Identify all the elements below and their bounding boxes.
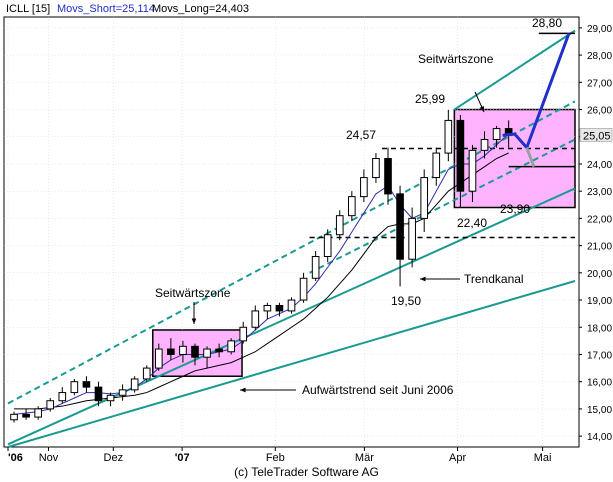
candle-body — [384, 158, 392, 195]
candle-body — [215, 348, 223, 353]
y-tick-label: 14,00 — [587, 432, 612, 443]
candle-body — [239, 326, 248, 342]
candle-body — [432, 152, 441, 179]
candle-body — [10, 413, 18, 421]
x-tick-label: Mai — [534, 452, 552, 464]
candle-body — [420, 177, 429, 219]
label-28-80: 28,80 — [532, 16, 562, 30]
candle-body — [203, 348, 211, 358]
label-seitwaertszone-2: Seitwärtszone — [418, 52, 494, 66]
label-trendkanal: Trendkanal — [464, 272, 524, 286]
candle-body — [251, 310, 260, 328]
current-price-badge — [579, 128, 613, 142]
label-aufwaertstrend: Aufwärtstrend seit Juni 2006 — [302, 383, 454, 397]
x-axis: '06 Nov Dez '07 Feb Mär Apr Mai — [7, 447, 552, 464]
candle-body — [191, 345, 199, 358]
y-tick-label: 28,00 — [587, 51, 612, 62]
candle-body — [372, 158, 380, 179]
candle-body — [275, 304, 284, 312]
lower-trend-solid — [7, 187, 576, 446]
label-25-99: 25,99 — [415, 92, 445, 106]
y-tick-label: 26,00 — [587, 106, 612, 117]
x-tick-label: Feb — [266, 452, 285, 464]
candle-body — [34, 408, 42, 418]
y-axis: 14,00 15,00 16,00 17,00 18,00 19,00 20,00 21,00… — [579, 24, 612, 443]
projection-up-path — [502, 32, 571, 151]
x-tick-label: Mär — [355, 452, 374, 464]
x-tick-label: Dez — [104, 452, 124, 464]
candle-body — [408, 217, 416, 260]
y-tick-label: 24,00 — [587, 160, 612, 171]
candle-body — [118, 389, 127, 396]
label-24-57: 24,57 — [346, 128, 376, 142]
x-tick-label: '06 — [8, 452, 23, 464]
y-tick-label: 16,00 — [587, 378, 612, 389]
candle-body — [444, 119, 453, 154]
plot-area — [3, 16, 580, 448]
candle-body — [227, 340, 235, 353]
candle-body — [179, 345, 187, 355]
annotations: Seitwärtszone Aufwärtstrend seit Juni 200… — [155, 16, 562, 397]
header-movs-long: Movs_Long=24,403 — [152, 3, 249, 15]
trend-channel-lines — [7, 29, 576, 448]
candle-body — [396, 193, 404, 260]
footer-copyright: (c) TeleTrader Software AG — [234, 465, 379, 479]
x-tick-label: Nov — [39, 452, 59, 464]
y-tick-label: 17,00 — [587, 350, 612, 361]
candle-body — [154, 348, 163, 369]
candle-body — [456, 119, 465, 192]
y-tick-label: 23,00 — [587, 187, 612, 198]
candle-body — [335, 215, 344, 236]
header-symbol: ICLL [15] — [6, 3, 50, 15]
candle-body — [167, 348, 175, 355]
y-tick-label: 21,00 — [587, 242, 612, 253]
label-22-40: 22,40 — [457, 216, 487, 230]
candle-body — [82, 381, 91, 388]
candle-body — [94, 386, 103, 402]
candle-body — [492, 128, 501, 140]
candle-body — [58, 392, 67, 402]
y-tick-label: 18,00 — [587, 323, 612, 334]
y-tick-label: 27,00 — [587, 78, 612, 89]
arrow-seitwaertszone-1-head — [191, 318, 197, 324]
arrow-trendkanal-head — [420, 276, 426, 282]
long-trend-solid — [7, 280, 576, 448]
candle-body — [299, 277, 308, 301]
y-tick-label: 19,00 — [587, 296, 612, 307]
candle-body — [22, 413, 30, 418]
candle-body — [360, 177, 368, 198]
candle-body — [263, 304, 272, 312]
upper-trend-dashed — [7, 100, 576, 405]
y-tick-label: 29,00 — [587, 24, 612, 35]
candle-body — [106, 394, 115, 402]
label-19-50: 19,50 — [391, 294, 421, 308]
projection-lines — [502, 32, 571, 168]
x-tick-label: Apr — [449, 452, 466, 464]
projection-down-path — [525, 147, 536, 168]
arrow-aufwaertstrend-head — [240, 387, 246, 393]
label-seitwaertszone-1: Seitwärtszone — [155, 286, 231, 300]
candle-body — [142, 367, 151, 380]
candle-body — [311, 255, 320, 279]
candle-body — [348, 196, 356, 217]
candle-body — [287, 299, 296, 312]
candle-body — [130, 378, 139, 391]
candle-body — [468, 149, 477, 192]
candle-body — [46, 400, 55, 410]
x-tick-label: '07 — [175, 452, 190, 464]
candle-body — [323, 234, 332, 257]
current-price-label: 25,05 — [583, 130, 611, 142]
candles — [10, 109, 513, 423]
y-tick-label: 20,00 — [587, 269, 612, 280]
candle-body — [480, 138, 489, 151]
arrow-seitwaertszone-2-head — [479, 106, 484, 112]
y-tick-label: 15,00 — [587, 405, 612, 416]
annotation-arrows — [191, 91, 485, 393]
candle-body — [70, 381, 79, 394]
y-tick-label: 22,00 — [587, 214, 612, 225]
label-23-90: 23,90 — [500, 202, 530, 216]
header-movs-short: Movs_Short=25,114 — [57, 3, 155, 15]
upper-trend-solid — [453, 29, 576, 111]
